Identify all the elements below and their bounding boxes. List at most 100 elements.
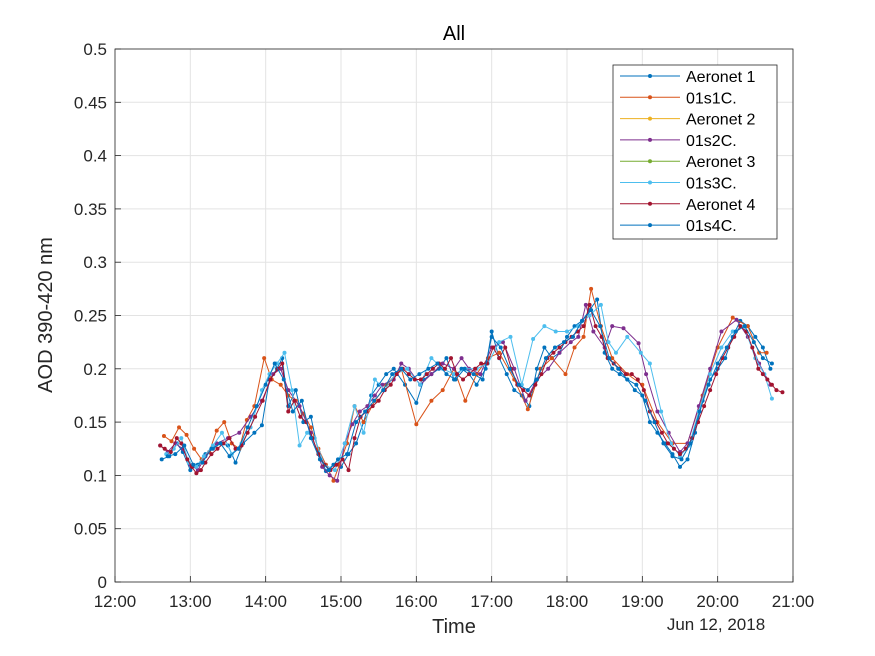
data-point [429, 398, 434, 403]
data-point [168, 449, 173, 454]
data-point [724, 345, 729, 350]
data-point [489, 334, 494, 339]
data-point [444, 372, 449, 377]
data-point [200, 460, 205, 465]
legend-swatch-marker [648, 74, 652, 78]
legend-item: Aeronet 3 [620, 154, 755, 171]
legend-swatch-marker [648, 201, 652, 206]
y-tick-label: 0.3 [83, 253, 107, 272]
data-point [221, 441, 226, 446]
legend-item: 01s3C. [620, 176, 737, 193]
data-point [335, 478, 340, 483]
data-point [503, 345, 508, 350]
data-point [461, 377, 466, 382]
data-point [670, 454, 675, 459]
data-point [661, 441, 666, 446]
data-point [542, 345, 547, 350]
series-8 [165, 308, 774, 473]
data-point [331, 478, 336, 483]
data-point [659, 430, 664, 435]
data-point [290, 409, 295, 414]
data-point [209, 446, 214, 451]
data-point [350, 422, 355, 427]
data-point [581, 334, 586, 339]
data-point [219, 430, 224, 435]
data-point [641, 388, 646, 393]
data-point [381, 388, 386, 393]
data-point [335, 457, 340, 462]
grid-lines [114, 48, 794, 583]
data-point [565, 334, 569, 339]
data-point [317, 457, 322, 462]
data-point [621, 326, 626, 331]
data-point [452, 372, 456, 377]
legend-label: Aeronet 2 [686, 112, 755, 129]
data-point [525, 407, 530, 412]
data-point [399, 366, 404, 371]
data-point [738, 324, 743, 329]
data-point [278, 382, 283, 387]
data-point [209, 452, 214, 457]
data-point [638, 350, 643, 355]
data-point [444, 356, 449, 361]
data-point [159, 457, 164, 462]
data-point [222, 420, 227, 425]
data-point [253, 414, 258, 419]
data-point [429, 356, 434, 361]
data-point [370, 404, 375, 409]
data-point [617, 372, 622, 377]
legend-item: Aeronet 2 [620, 112, 755, 129]
data-point [345, 452, 350, 457]
data-point [551, 350, 556, 355]
data-point [734, 317, 739, 322]
data-point [198, 468, 203, 473]
data-point [406, 372, 411, 377]
data-point [162, 446, 167, 451]
data-point [480, 377, 485, 382]
y-axis: 0 0.05 0.1 0.15 0.2 0.25 0.3 0.35 0.4 0.45 0.5 [74, 40, 121, 592]
legend-swatch-marker [648, 116, 652, 121]
data-point [272, 361, 277, 366]
data-point [543, 356, 548, 361]
data-point [708, 388, 713, 393]
data-point [769, 396, 774, 401]
data-point [194, 464, 199, 469]
data-point [414, 400, 419, 405]
data-point [512, 366, 517, 371]
data-point [668, 441, 673, 446]
data-point [625, 377, 630, 382]
data-point [435, 361, 440, 366]
data-point [489, 329, 494, 334]
legend-label: 01s1C. [686, 90, 737, 107]
data-point [715, 361, 720, 366]
data-point [678, 452, 682, 457]
data-point [534, 366, 539, 371]
data-point [527, 393, 532, 398]
data-point [634, 382, 639, 387]
data-point [405, 366, 410, 371]
data-point [589, 286, 594, 291]
data-point [418, 382, 423, 387]
data-point [299, 398, 304, 403]
data-point [635, 377, 640, 382]
data-point [593, 324, 598, 329]
data-point [565, 329, 569, 334]
data-point [260, 398, 265, 403]
data-point [606, 340, 611, 345]
data-point [714, 372, 719, 377]
data-point [278, 366, 283, 371]
data-point [730, 315, 735, 320]
data-point [679, 457, 684, 462]
data-point [354, 420, 359, 425]
data-point [688, 441, 693, 446]
data-point [376, 382, 381, 387]
data-point [708, 372, 713, 377]
legend-item: 01s4C. [620, 218, 737, 235]
data-point [462, 366, 467, 371]
data-point [473, 366, 478, 371]
data-point [214, 428, 219, 433]
data-point [753, 334, 758, 339]
data-point [254, 404, 259, 409]
data-point [332, 468, 337, 473]
data-point [188, 468, 193, 473]
